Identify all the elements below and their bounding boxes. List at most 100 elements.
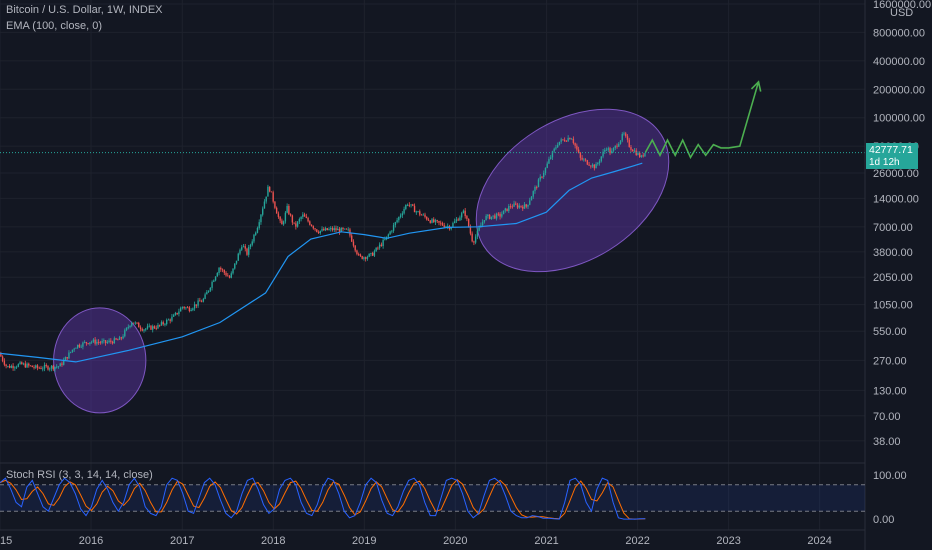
candle-body: [15, 366, 18, 368]
candle-body: [223, 270, 225, 273]
candle-body: [541, 176, 543, 178]
time-tick-label: 2021: [534, 535, 558, 547]
candle-body: [305, 216, 308, 218]
price-tick-label: 270.00: [873, 355, 907, 367]
candle-body: [499, 213, 501, 217]
candle-body: [415, 211, 417, 213]
candle-body: [183, 306, 185, 309]
ema-line: [0, 162, 643, 363]
candle-body: [469, 227, 472, 234]
candle-body: [342, 227, 344, 230]
candle-body: [595, 164, 597, 169]
candle-body: [197, 300, 199, 306]
candle-body: [192, 308, 194, 310]
candle-body: [8, 366, 11, 368]
candle-body: [520, 205, 522, 207]
candle-body: [471, 233, 473, 242]
candle-body: [82, 342, 84, 347]
candle-body: [282, 221, 285, 225]
candle-body: [398, 216, 400, 221]
candle-body: [628, 139, 630, 147]
candle-body: [66, 357, 68, 359]
candle-body: [139, 327, 142, 330]
candle-body: [344, 228, 346, 230]
candle-body: [225, 272, 227, 276]
price-tick-label: 14000.00: [873, 193, 919, 205]
candle-body: [49, 368, 51, 370]
candle-body: [178, 311, 180, 315]
candle-body: [54, 366, 56, 370]
candle-body: [405, 204, 407, 209]
candle-body: [488, 214, 491, 219]
candle-body: [227, 275, 229, 277]
candle-body: [370, 252, 372, 254]
candle-body: [291, 215, 294, 223]
candle-body: [253, 234, 255, 242]
candle-body: [265, 196, 267, 202]
candle-body: [586, 160, 589, 165]
symbol-title[interactable]: Bitcoin / U.S. Dollar, 1W, INDEX: [6, 4, 163, 16]
price-tick-label: 200000.00: [873, 84, 925, 96]
candle-body: [581, 157, 583, 160]
candle-body: [609, 148, 611, 154]
candle-body: [36, 365, 39, 368]
candle-body: [544, 167, 547, 174]
candle-body: [607, 148, 609, 150]
candle-body: [506, 208, 508, 211]
candle-body: [295, 223, 297, 227]
candle-body: [268, 186, 271, 192]
candle-body: [420, 214, 423, 216]
candle-body: [357, 254, 360, 255]
candle-body: [234, 263, 236, 269]
candle-body: [275, 207, 278, 214]
candle-body: [307, 217, 309, 222]
stoch-rsi-pane: [0, 477, 865, 520]
candle-body: [644, 153, 646, 157]
candle-body: [509, 206, 512, 207]
ema-indicator-label[interactable]: EMA (100, close, 0): [6, 20, 102, 32]
candle-body: [539, 176, 541, 180]
candle-body: [263, 201, 266, 209]
candle-body: [473, 241, 475, 243]
candle-body: [529, 200, 531, 205]
time-tick-label: 2024: [807, 535, 831, 547]
candle-body: [211, 281, 213, 288]
time-tick-label: 2023: [716, 535, 740, 547]
candle-body: [637, 152, 639, 156]
candle-body: [0, 353, 2, 357]
candle-body: [447, 226, 449, 227]
candle-body: [64, 357, 67, 361]
candle-body: [490, 216, 493, 219]
candle-body: [410, 204, 412, 206]
candle-body: [359, 254, 362, 257]
candle-body: [375, 247, 377, 252]
candle-body: [120, 337, 123, 339]
candle-body: [632, 149, 634, 152]
candle-body: [172, 315, 175, 317]
candle-body: [515, 203, 517, 205]
candle-body: [602, 151, 604, 157]
stoch-rsi-label[interactable]: Stoch RSI (3, 3, 14, 14, close): [6, 469, 153, 481]
candle-body: [378, 244, 381, 248]
candle-body: [267, 186, 269, 197]
candle-body: [244, 246, 246, 249]
time-tick-label: 2020: [443, 535, 467, 547]
candle-body: [71, 349, 74, 352]
stoch-k-line: [0, 477, 646, 520]
candle-body: [164, 324, 166, 325]
candle-body: [136, 322, 138, 324]
candle-body: [396, 220, 398, 223]
price-tick-label: 2050.00: [873, 272, 913, 284]
candle-body: [169, 319, 171, 321]
candle-body: [361, 256, 363, 259]
candle-body: [598, 161, 601, 164]
candle-body: [467, 218, 470, 228]
candle-body: [412, 204, 414, 206]
candle-body: [181, 306, 184, 309]
candle-body: [567, 137, 569, 142]
candle-body: [591, 164, 594, 167]
candle-body: [536, 187, 538, 188]
candle-body: [97, 341, 100, 343]
candle-body: [143, 329, 145, 331]
